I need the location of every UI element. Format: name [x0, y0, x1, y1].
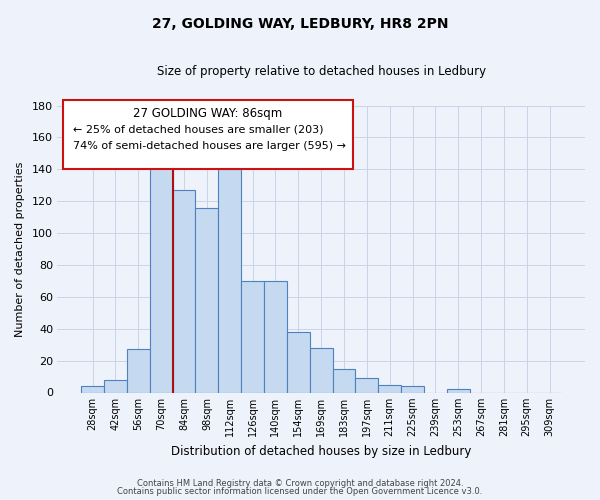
Bar [196, 208, 218, 392]
Text: Contains HM Land Registry data © Crown copyright and database right 2024.: Contains HM Land Registry data © Crown c… [137, 478, 463, 488]
Text: 27 GOLDING WAY: 86sqm: 27 GOLDING WAY: 86sqm [133, 107, 282, 120]
Text: Contains public sector information licensed under the Open Government Licence v3: Contains public sector information licen… [118, 487, 482, 496]
Bar [104, 380, 127, 392]
Bar [173, 190, 196, 392]
Bar [332, 368, 355, 392]
Bar [447, 390, 470, 392]
Bar [401, 386, 424, 392]
Bar [378, 384, 401, 392]
Bar [287, 332, 310, 392]
Text: 74% of semi-detached houses are larger (595) →: 74% of semi-detached houses are larger (… [73, 142, 346, 152]
Title: Size of property relative to detached houses in Ledbury: Size of property relative to detached ho… [157, 65, 485, 78]
Bar [241, 281, 264, 392]
Bar [81, 386, 104, 392]
Bar [264, 281, 287, 392]
Bar [150, 160, 173, 392]
Bar [355, 378, 378, 392]
Bar [127, 350, 150, 393]
Text: 27, GOLDING WAY, LEDBURY, HR8 2PN: 27, GOLDING WAY, LEDBURY, HR8 2PN [152, 18, 448, 32]
Bar [218, 170, 241, 392]
Y-axis label: Number of detached properties: Number of detached properties [15, 162, 25, 336]
X-axis label: Distribution of detached houses by size in Ledbury: Distribution of detached houses by size … [171, 444, 472, 458]
Text: ← 25% of detached houses are smaller (203): ← 25% of detached houses are smaller (20… [73, 124, 323, 134]
Bar [310, 348, 332, 393]
FancyBboxPatch shape [62, 100, 353, 168]
